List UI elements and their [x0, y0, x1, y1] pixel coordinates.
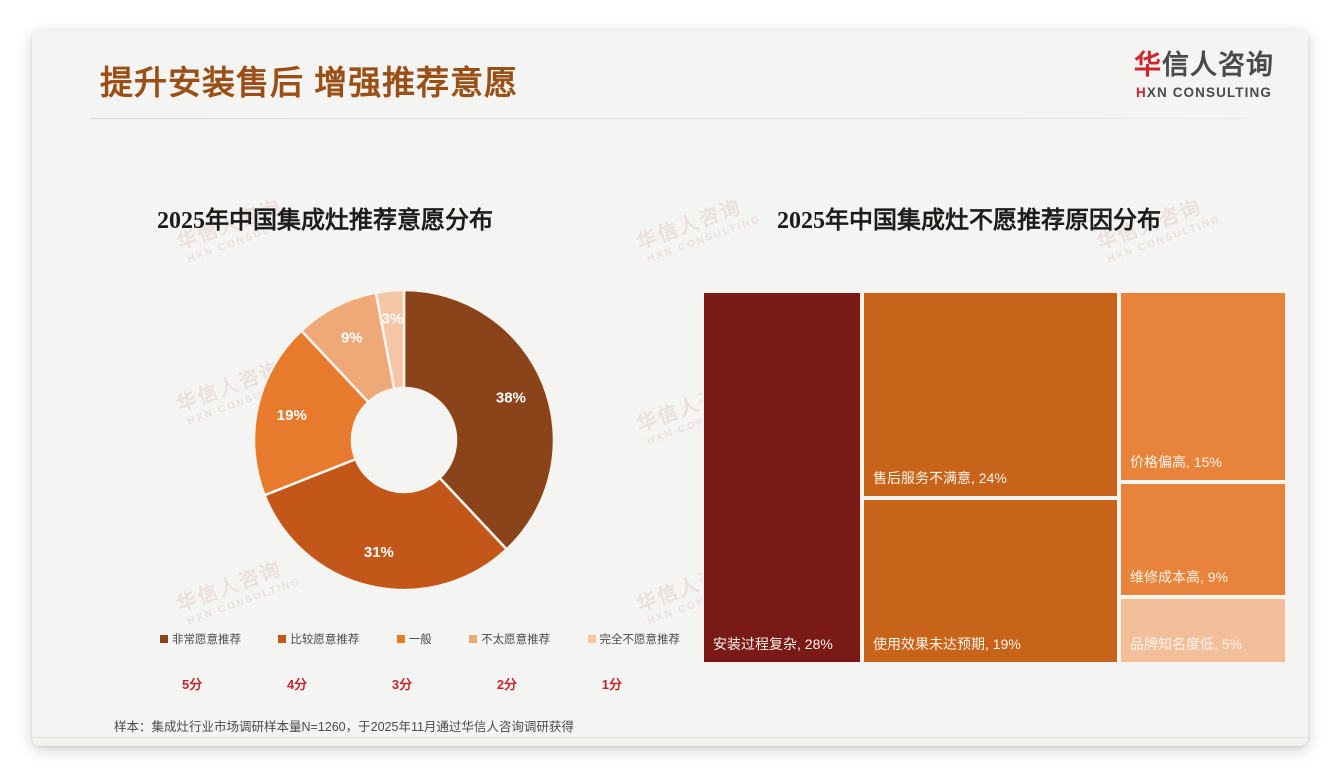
donut-slice-label: 19% [277, 407, 307, 424]
slide-footer: ©2026.1 HXR华信人咨询 www.hxrcon.com [32, 738, 1308, 746]
treemap-cell[interactable]: 售后服务不满意, 24% [862, 291, 1119, 498]
donut-slice[interactable] [262, 457, 509, 592]
page-title: 提升安装售后 增强推荐意愿 [100, 64, 519, 101]
legend-item[interactable]: 一般 [396, 631, 432, 647]
logo-english-rest: XN CONSULTING [1146, 85, 1272, 100]
logo-chinese: 华信人咨询 [1134, 52, 1274, 79]
score-label: 4分 [286, 677, 308, 692]
footer-divider [32, 737, 1308, 738]
donut-slice[interactable] [374, 288, 406, 391]
treemap-cell[interactable]: 品牌知名度低, 5% [1119, 597, 1287, 664]
legend-item[interactable]: 比较愿意推荐 [278, 631, 359, 647]
treemap-cell-label: 品牌知名度低, 5% [1130, 636, 1243, 652]
logo-english-accent: H [1136, 85, 1147, 100]
treemap-cell[interactable]: 使用效果未达预期, 19% [862, 498, 1119, 664]
legend-label: 完全不愿意推荐 [599, 634, 681, 646]
slide-header: 提升安装售后 增强推荐意愿 华信人咨询 HXN CONSULTING [32, 30, 1308, 122]
score-label: 2分 [496, 677, 518, 692]
logo-english: HXN CONSULTING [1134, 86, 1274, 100]
score-label: 1分 [601, 677, 622, 692]
donut-slice-label: 31% [364, 544, 394, 561]
legend-label: 非常愿意推荐 [172, 634, 241, 646]
left-chart-title: 2025年中国集成灶推荐意愿分布 [157, 208, 493, 234]
donut-legend: 非常愿意推荐 比较愿意推荐 一般 不太愿意推荐 完全不愿意推荐 [160, 631, 680, 647]
donut-slice-label: 9% [341, 330, 363, 347]
legend-label: 不太愿意推荐 [481, 634, 551, 646]
legend-label: 比较愿意推荐 [290, 634, 360, 646]
legend-item[interactable]: 完全不愿意推荐 [587, 631, 681, 647]
recommendation-donut-chart: 38% 31% 19% 9% 3% [248, 284, 560, 596]
slide-canvas: 华信人咨询 HXN CONSULTING 华信人咨询 HXN CONSULTING … [32, 30, 1308, 746]
donut-slice[interactable] [402, 288, 556, 552]
treemap-cell[interactable]: 价格偏高, 15% [1119, 291, 1287, 482]
sample-note: 样本：集成灶行业市场调研样本量N=1260，于2025年11月通过华信人咨询调研… [114, 720, 574, 734]
reasons-treemap-chart: 安装过程复杂, 28% 售后服务不满意, 24% 使用效果未达预期, 19% 价格偏高… [702, 291, 1287, 664]
treemap-cell-label: 安装过程复杂, 28% [713, 636, 833, 652]
legend-item[interactable]: 非常愿意推荐 [160, 631, 241, 647]
treemap-cell-label: 价格偏高, 15% [1130, 454, 1222, 470]
company-logo: 华信人咨询 HXN CONSULTING [1134, 52, 1274, 100]
legend-swatch-icon [396, 635, 405, 643]
legend-swatch-icon [278, 635, 287, 643]
legend-swatch-icon [587, 635, 596, 643]
legend-swatch-icon [469, 635, 478, 643]
right-chart-title: 2025年中国集成灶不愿推荐原因分布 [777, 208, 1161, 234]
legend-item[interactable]: 不太愿意推荐 [469, 631, 550, 647]
legend-swatch-icon [160, 635, 168, 643]
donut-slice-label: 38% [496, 390, 526, 407]
score-label: 5分 [182, 677, 203, 692]
treemap-cell-label: 售后服务不满意, 24% [873, 470, 1007, 486]
header-divider [90, 118, 1250, 119]
watermark-line2: HXN CONSULTING [646, 213, 763, 266]
treemap-cell-label: 维修成本高, 9% [1130, 569, 1229, 585]
score-scale-row: 5分 4分 3分 2分 1分 [182, 674, 622, 693]
treemap-cell[interactable]: 安装过程复杂, 28% [702, 291, 862, 664]
legend-label: 一般 [408, 634, 432, 646]
logo-chinese-accent: 华 [1134, 50, 1162, 80]
watermark-line1: 华信人咨询 [634, 196, 745, 255]
logo-chinese-rest: 信人咨询 [1162, 50, 1274, 80]
donut-slice-label: 3% [382, 311, 404, 328]
treemap-cell-label: 使用效果未达预期, 19% [873, 636, 1021, 652]
donut-svg: 38% 31% 19% 9% 3% [252, 288, 556, 592]
treemap-cell[interactable]: 维修成本高, 9% [1119, 482, 1287, 597]
score-label: 3分 [391, 677, 413, 692]
